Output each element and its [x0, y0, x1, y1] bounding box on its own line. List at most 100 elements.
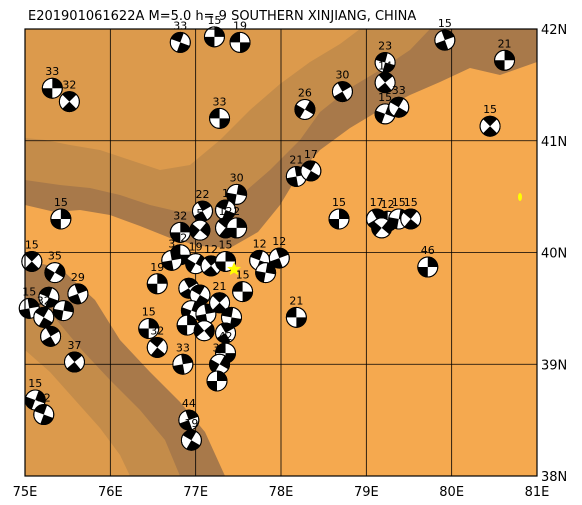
latitude-labels: 42N 41N 40N 39N 38N — [541, 23, 567, 485]
focal-mechanism[interactable] — [373, 50, 397, 74]
beachball-rim — [52, 300, 74, 322]
tension-quadrant — [390, 97, 404, 108]
tension-quadrant — [138, 328, 149, 339]
focal-mechanism[interactable] — [297, 157, 324, 184]
depth-label: 15 — [207, 14, 221, 27]
beachball-rim — [38, 286, 60, 308]
longitude-labels: 75E 76E 77E 78E 79E 80E 81E — [13, 485, 550, 500]
focal-mechanism[interactable] — [189, 197, 216, 224]
beachball-quadrants — [177, 315, 198, 336]
focal-mechanism[interactable] — [178, 427, 205, 454]
focal-mechanism[interactable] — [143, 333, 171, 361]
depth-label: 15 — [404, 196, 418, 209]
focal-mechanism[interactable] — [138, 317, 160, 339]
focal-mechanism[interactable] — [220, 306, 243, 329]
depth-label: 46 — [421, 244, 435, 257]
focal-mechanism[interactable] — [371, 69, 399, 97]
focal-mechanism[interactable] — [171, 353, 194, 376]
focal-mechanism[interactable] — [254, 261, 277, 284]
tension-quadrant — [371, 221, 382, 236]
focal-mechanism[interactable] — [329, 78, 356, 105]
beachball-rim — [232, 281, 254, 303]
focal-mechanism[interactable] — [203, 26, 225, 48]
focal-mechanism[interactable] — [60, 348, 88, 376]
focal-mechanism[interactable] — [186, 216, 214, 244]
tension-quadrant — [221, 307, 234, 318]
focal-mechanism[interactable] — [41, 259, 68, 286]
focal-mechanism[interactable] — [215, 250, 237, 272]
focal-mechanism[interactable] — [65, 281, 91, 307]
focal-mechanism[interactable] — [55, 87, 83, 115]
focal-mechanism[interactable] — [160, 249, 183, 272]
focal-mechanism[interactable] — [432, 27, 458, 53]
depth-label: 3 — [168, 237, 175, 250]
tension-quadrant — [219, 118, 230, 129]
tension-quadrant — [209, 108, 220, 119]
focal-mechanism[interactable] — [41, 77, 63, 99]
focal-mechanism[interactable] — [229, 31, 251, 53]
focal-mechanism[interactable] — [31, 402, 57, 428]
focal-mechanism[interactable] — [328, 208, 350, 230]
focal-mechanism[interactable] — [30, 304, 57, 331]
focal-mechanism[interactable] — [50, 208, 72, 230]
tension-quadrant — [212, 292, 227, 303]
beachball-quadrants — [66, 352, 83, 372]
beachball-rim — [146, 336, 168, 358]
depth-label: 32 — [150, 324, 164, 337]
focal-mechanism[interactable] — [209, 107, 231, 129]
focal-mechanism[interactable] — [285, 306, 307, 328]
focal-mechanism[interactable] — [476, 112, 504, 140]
beachball-quadrants — [329, 208, 350, 229]
focal-mechanism[interactable] — [167, 30, 193, 56]
beachball-rim — [300, 160, 322, 182]
beachball-quadrants — [226, 217, 247, 238]
tension-quadrant — [427, 257, 438, 268]
focal-mechanism[interactable] — [417, 256, 439, 278]
beachball-quadrants — [189, 222, 210, 238]
beachball-quadrants — [255, 262, 276, 283]
tension-quadrant — [337, 81, 352, 92]
depth-label: 14 — [378, 60, 392, 73]
focal-mechanism[interactable] — [225, 183, 248, 206]
focal-mechanism[interactable] — [36, 284, 62, 310]
focal-mechanism[interactable] — [18, 247, 46, 275]
beachball-rim — [40, 325, 62, 347]
focal-mechanism[interactable] — [232, 281, 254, 303]
tension-quadrant — [417, 267, 428, 278]
focal-mechanism[interactable] — [266, 245, 292, 271]
depth-label: 12 — [253, 237, 267, 250]
longitude-label: 76E — [98, 485, 123, 500]
latitude-label: 39N — [541, 358, 567, 373]
focal-mechanism[interactable] — [205, 289, 233, 317]
tension-quadrant — [371, 208, 386, 219]
focal-mechanism[interactable] — [385, 94, 412, 121]
focal-mechanism[interactable] — [494, 49, 516, 71]
beachball-quadrants — [173, 354, 193, 375]
focal-mechanism[interactable] — [146, 273, 168, 295]
focal-mechanism[interactable] — [190, 317, 218, 345]
tension-quadrant — [215, 343, 226, 354]
focal-mechanism[interactable] — [176, 407, 202, 433]
focal-mechanism[interactable] — [226, 217, 248, 239]
depth-label: 12 — [272, 235, 286, 248]
focal-mechanism[interactable] — [37, 323, 64, 350]
focal-mechanism[interactable] — [186, 281, 213, 308]
focal-mechanism[interactable] — [206, 370, 228, 392]
depth-label: 30 — [335, 69, 349, 82]
tension-quadrant — [404, 218, 419, 229]
tension-quadrant — [54, 263, 65, 278]
tension-quadrant — [265, 262, 276, 275]
tension-quadrant — [52, 78, 63, 89]
tension-quadrant — [294, 104, 305, 119]
focal-mechanism[interactable] — [213, 197, 239, 223]
focal-mechanism[interactable] — [397, 205, 425, 233]
focal-mechanism[interactable] — [368, 214, 396, 242]
focal-mechanism[interactable] — [372, 101, 398, 127]
focal-mechanism[interactable] — [52, 299, 75, 322]
tension-quadrant — [339, 208, 350, 219]
depth-label: 15 — [54, 196, 68, 209]
tension-quadrant — [41, 336, 56, 347]
focal-mechanism[interactable] — [176, 314, 198, 336]
focal-mechanism[interactable] — [291, 96, 318, 123]
